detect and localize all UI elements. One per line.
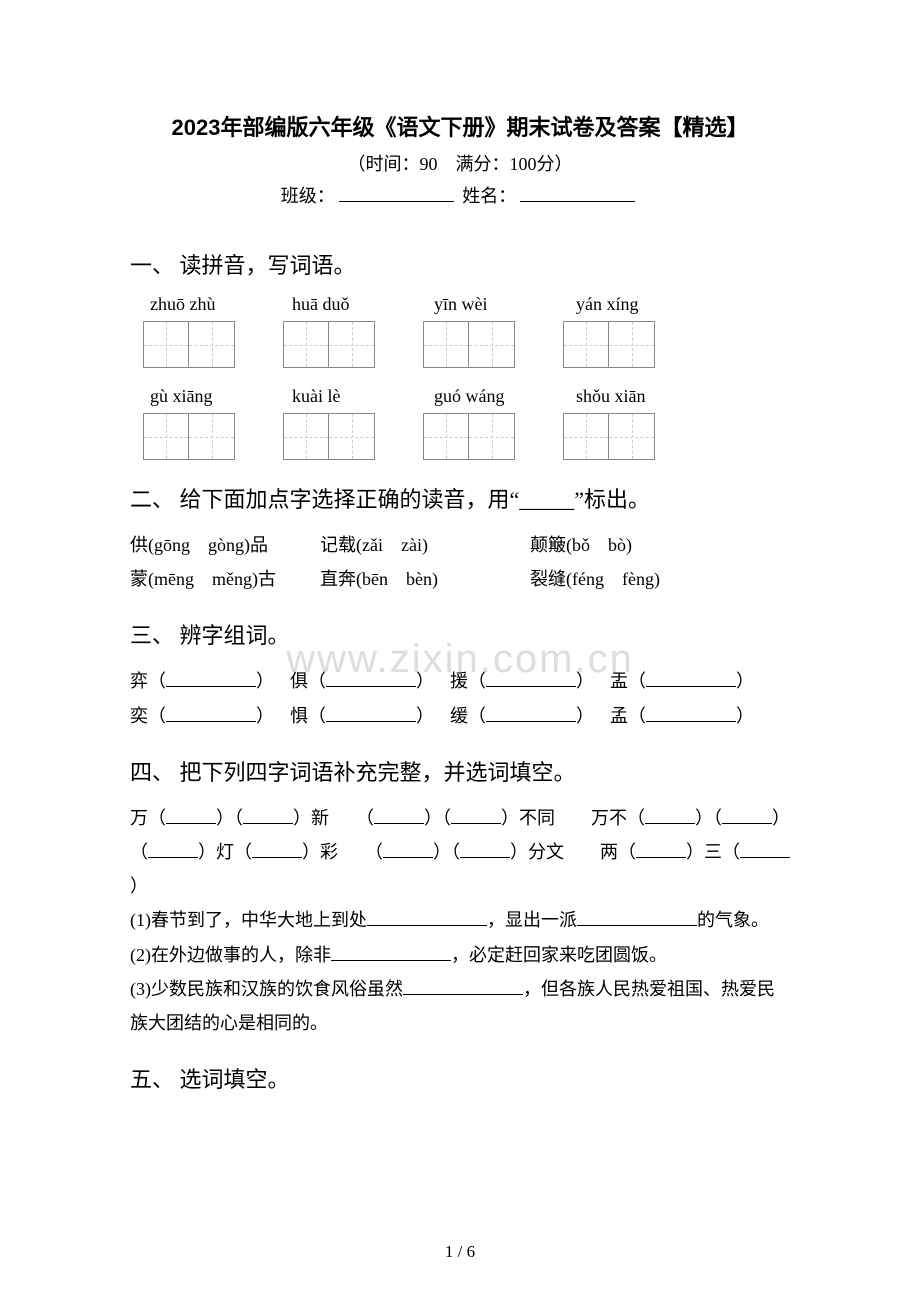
fill-blank[interactable] [403, 977, 523, 995]
fill-blank[interactable] [326, 669, 416, 687]
name-label: 姓名： [462, 186, 516, 206]
q2-item: 裂缝(féng fèng) [530, 562, 730, 596]
tian-box[interactable] [143, 321, 235, 368]
page-footer: 1 / 6 [0, 1242, 920, 1262]
tian-box[interactable] [423, 413, 515, 460]
tian-row [143, 321, 790, 368]
pinyin-item: huā duǒ [292, 294, 388, 315]
q3-item: 缓（） [450, 699, 610, 733]
pinyin-row-2: gù xiāng kuài lè guó wáng shǒu xiān [150, 386, 790, 407]
tian-box[interactable] [563, 413, 655, 460]
fill-blank[interactable] [367, 908, 487, 926]
q3-item: 俱（） [290, 664, 450, 698]
fill-blank[interactable] [252, 840, 302, 858]
pinyin-item: guó wáng [434, 386, 530, 407]
q3-item: 援（） [450, 664, 610, 698]
fill-blank[interactable] [374, 806, 424, 824]
tian-box[interactable] [143, 413, 235, 460]
tian-row [143, 413, 790, 460]
tian-box[interactable] [283, 321, 375, 368]
q2-item: 供(gōng gòng)品 [130, 528, 320, 562]
pinyin-item: shǒu xiān [576, 386, 672, 407]
fill-blank[interactable] [166, 669, 256, 687]
q4-sentence: (2)在外边做事的人，除非，必定赶回家来吃团圆饭。 [130, 938, 790, 972]
tian-box[interactable] [423, 321, 515, 368]
fill-blank[interactable] [645, 806, 695, 824]
q3-item: 孟（） [610, 699, 770, 733]
pinyin-item: yīn wèi [434, 294, 530, 315]
page-subtitle: （时间：90 满分：100分） [130, 150, 790, 176]
section-4-heading: 四、 把下列四字词语补充完整，并选词填空。 [130, 755, 790, 787]
fill-blank[interactable] [740, 840, 790, 858]
q4-body: 万（）（）新 （）（）不同 万不（）（）（）灯（）彩 （）（）分文 两（）三（）… [130, 801, 790, 1040]
q3-item: 弈（） [130, 664, 290, 698]
q2-item: 蒙(mēng měng)古 [130, 562, 320, 596]
fill-blank[interactable] [243, 806, 293, 824]
q4-sentence: (3)少数民族和汉族的饮食风俗虽然，但各族人民热爱祖国、热爱民族大团结的心是相同… [130, 972, 790, 1040]
fill-blank[interactable] [486, 669, 576, 687]
pinyin-item: gù xiāng [150, 386, 246, 407]
fill-blank[interactable] [166, 806, 216, 824]
fill-blank[interactable] [460, 840, 510, 858]
q2-item: 记载(zǎi zài) [320, 528, 530, 562]
fill-blank[interactable] [646, 669, 736, 687]
class-label: 班级： [281, 186, 335, 206]
q4-sentence: (1)春节到了，中华大地上到处，显出一派的气象。 [130, 903, 790, 937]
q3-body: 弈（）俱（）援（）盂（） 奕（）惧（）缓（）孟（） [130, 664, 790, 732]
fill-blank[interactable] [148, 840, 198, 858]
fill-blank[interactable] [577, 908, 697, 926]
fill-blank[interactable] [486, 704, 576, 722]
q3-item: 盂（） [610, 664, 770, 698]
q2-body: 供(gōng gòng)品记载(zǎi zài)颠簸(bǒ bò) 蒙(mēng … [130, 528, 790, 596]
name-blank[interactable] [520, 201, 635, 202]
section-3-heading: 三、 辨字组词。 [130, 618, 790, 650]
q3-item: 惧（） [290, 699, 450, 733]
fill-blank[interactable] [383, 840, 433, 858]
section-5-heading: 五、 选词填空。 [130, 1062, 790, 1094]
fill-blank[interactable] [646, 704, 736, 722]
class-name-line: 班级： 姓名： [130, 182, 790, 208]
pinyin-item: yán xíng [576, 294, 672, 315]
fill-blank[interactable] [722, 806, 772, 824]
q3-item: 奕（） [130, 699, 290, 733]
q2-item: 颠簸(bǒ bò) [530, 528, 730, 562]
pinyin-item: kuài lè [292, 386, 388, 407]
page-title: 2023年部编版六年级《语文下册》期末试卷及答案【精选】 [130, 110, 790, 142]
tian-box[interactable] [283, 413, 375, 460]
fill-blank[interactable] [451, 806, 501, 824]
section-2-heading: 二、 给下面加点字选择正确的读音，用“_____”标出。 [130, 482, 790, 514]
pinyin-row-1: zhuō zhù huā duǒ yīn wèi yán xíng [150, 294, 790, 315]
class-blank[interactable] [339, 201, 454, 202]
tian-box[interactable] [563, 321, 655, 368]
fill-blank[interactable] [166, 704, 256, 722]
q2-item: 直奔(bēn bèn) [320, 562, 530, 596]
fill-blank[interactable] [331, 943, 451, 961]
section-1-heading: 一、 读拼音，写词语。 [130, 248, 790, 280]
pinyin-item: zhuō zhù [150, 294, 246, 315]
fill-blank[interactable] [636, 840, 686, 858]
fill-blank[interactable] [326, 704, 416, 722]
